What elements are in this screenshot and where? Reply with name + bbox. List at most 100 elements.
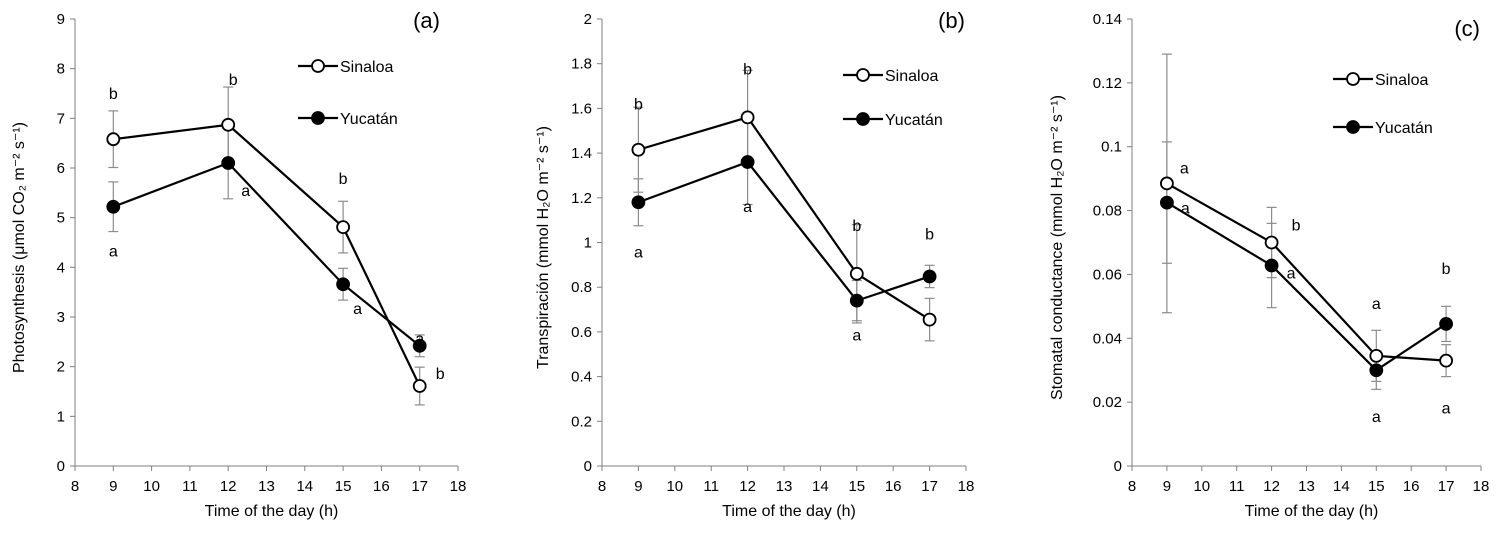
significance-letter: a (1181, 201, 1190, 218)
data-point-yucatn (106, 199, 121, 214)
y-tick-label: 0 (584, 458, 592, 475)
y-tick-label: 1.4 (571, 145, 592, 162)
significance-letter: a (241, 183, 250, 200)
x-tick-label: 11 (1229, 478, 1245, 495)
panel-c: 0 0.02 0.04 0.06 0.08 0.1 0.12 0.14 8 9 10 11 12 13 14… (1049, 11, 1489, 520)
y-axis-title: Transpiración (mmol H₂O m⁻² s⁻¹) (535, 126, 552, 369)
significance-letter: b (339, 171, 348, 188)
x-tick-label: 12 (739, 478, 756, 495)
data-point-sinaloa (849, 266, 864, 281)
significance-letter: b (229, 72, 238, 89)
data-point-yucatn (922, 269, 937, 284)
y-tick-label: 0.08 (1093, 203, 1122, 220)
y-tick-label: 0.06 (1093, 266, 1122, 283)
series-line-sinaloa (638, 116, 931, 321)
y-tick-label: 0.04 (1093, 330, 1122, 347)
y-tick-label: 0.4 (571, 369, 592, 386)
significance-letter: b (1442, 261, 1451, 278)
data-point-yucatn (221, 156, 236, 170)
legend-label: Yucatán (340, 111, 398, 128)
x-tick-label: 13 (1298, 478, 1315, 495)
y-tick-label: 0.1 (1101, 139, 1122, 156)
data-point-yucatn (1369, 363, 1384, 378)
data-point-sinaloa (1160, 176, 1174, 191)
legend-marker (1346, 120, 1360, 134)
y-tick-label: 0 (1114, 458, 1122, 475)
data-point-yucatn (1160, 195, 1174, 210)
x-axis-title: Time of the day (h) (722, 503, 856, 520)
y-tick-label: 0.2 (571, 413, 592, 430)
data-point-sinaloa (922, 312, 937, 327)
y-tick-label: 5 (57, 210, 65, 227)
data-point-yucatn (412, 338, 427, 353)
series-line-yucatn (638, 160, 930, 302)
legend-label: Sinaloa (1375, 72, 1428, 89)
legend-marker (856, 112, 870, 126)
x-tick-label: 10 (1193, 478, 1210, 495)
significance-letter: b (634, 97, 643, 114)
series-line-yucatn (112, 161, 421, 347)
y-tick-label: 0.8 (571, 279, 592, 296)
significance-letter: b (436, 366, 445, 383)
y-tick-label: 2 (57, 359, 65, 376)
x-tick-label: 16 (1403, 478, 1420, 495)
y-tick-label: 3 (57, 309, 65, 326)
x-tick-label: 15 (848, 478, 865, 495)
data-point-sinaloa (631, 142, 646, 157)
x-tick-label: 18 (1473, 478, 1490, 495)
x-axis-title: Time of the day (h) (1245, 503, 1379, 520)
x-tick-label: 18 (450, 478, 467, 495)
x-tick-label: 18 (958, 478, 975, 495)
x-tick-label: 14 (1333, 478, 1350, 495)
legend-marker (856, 68, 870, 82)
data-point-sinaloa (1439, 353, 1453, 368)
significance-letter: a (1287, 265, 1296, 282)
legend-marker (311, 111, 325, 125)
x-tick-label: 12 (220, 478, 237, 495)
legend-label: Yucatán (885, 112, 943, 129)
x-tick-label: 8 (598, 478, 606, 495)
y-tick-label: 7 (57, 110, 65, 127)
y-tick-label: 1 (57, 408, 65, 425)
y-tick-label: 0.12 (1093, 75, 1122, 92)
x-tick-label: 10 (666, 478, 683, 495)
data-point-sinaloa (106, 132, 121, 147)
significance-letter: a (353, 301, 362, 318)
y-tick-label: 0 (57, 458, 65, 475)
x-tick-label: 10 (143, 478, 160, 495)
x-tick-label: 12 (1263, 478, 1280, 495)
x-tick-label: 14 (296, 478, 313, 495)
y-tick-label: 6 (57, 160, 65, 177)
data-point-sinaloa (740, 110, 755, 125)
significance-letter: a (743, 199, 752, 216)
series-line-sinaloa (1166, 182, 1447, 362)
significance-letter: b (1292, 218, 1301, 235)
series-line-sinaloa (113, 123, 421, 387)
x-tick-label: 9 (1163, 478, 1171, 495)
x-tick-label: 13 (776, 478, 793, 495)
x-tick-label: 8 (1128, 478, 1136, 495)
data-point-sinaloa (221, 117, 236, 132)
x-tick-label: 17 (411, 478, 428, 495)
significance-letter: a (1180, 160, 1189, 177)
x-tick-label: 15 (335, 478, 352, 495)
x-tick-label: 17 (921, 478, 938, 495)
significance-letter: b (743, 61, 752, 78)
x-tick-label: 11 (703, 478, 719, 495)
panel-label: (a) (413, 8, 440, 33)
data-point-sinaloa (1264, 235, 1279, 250)
y-tick-label: 1.2 (571, 190, 592, 207)
data-point-yucatn (1264, 258, 1279, 273)
legend-marker (311, 59, 325, 73)
legend-label: Yucatán (1375, 120, 1433, 137)
significance-letter: a (634, 244, 643, 261)
series-line-yucatn (1166, 201, 1447, 372)
x-tick-label: 13 (258, 478, 275, 495)
x-tick-label: 15 (1368, 478, 1385, 495)
y-tick-label: 1.8 (571, 56, 592, 73)
panel-b: 0 0.2 0.4 0.6 0.8 1 1.2 1.4 1.6 1.8 2 8 9 10 11 12 13 14 1… (535, 8, 974, 520)
y-tick-label: 0.14 (1093, 11, 1122, 28)
significance-letter: b (109, 86, 118, 103)
